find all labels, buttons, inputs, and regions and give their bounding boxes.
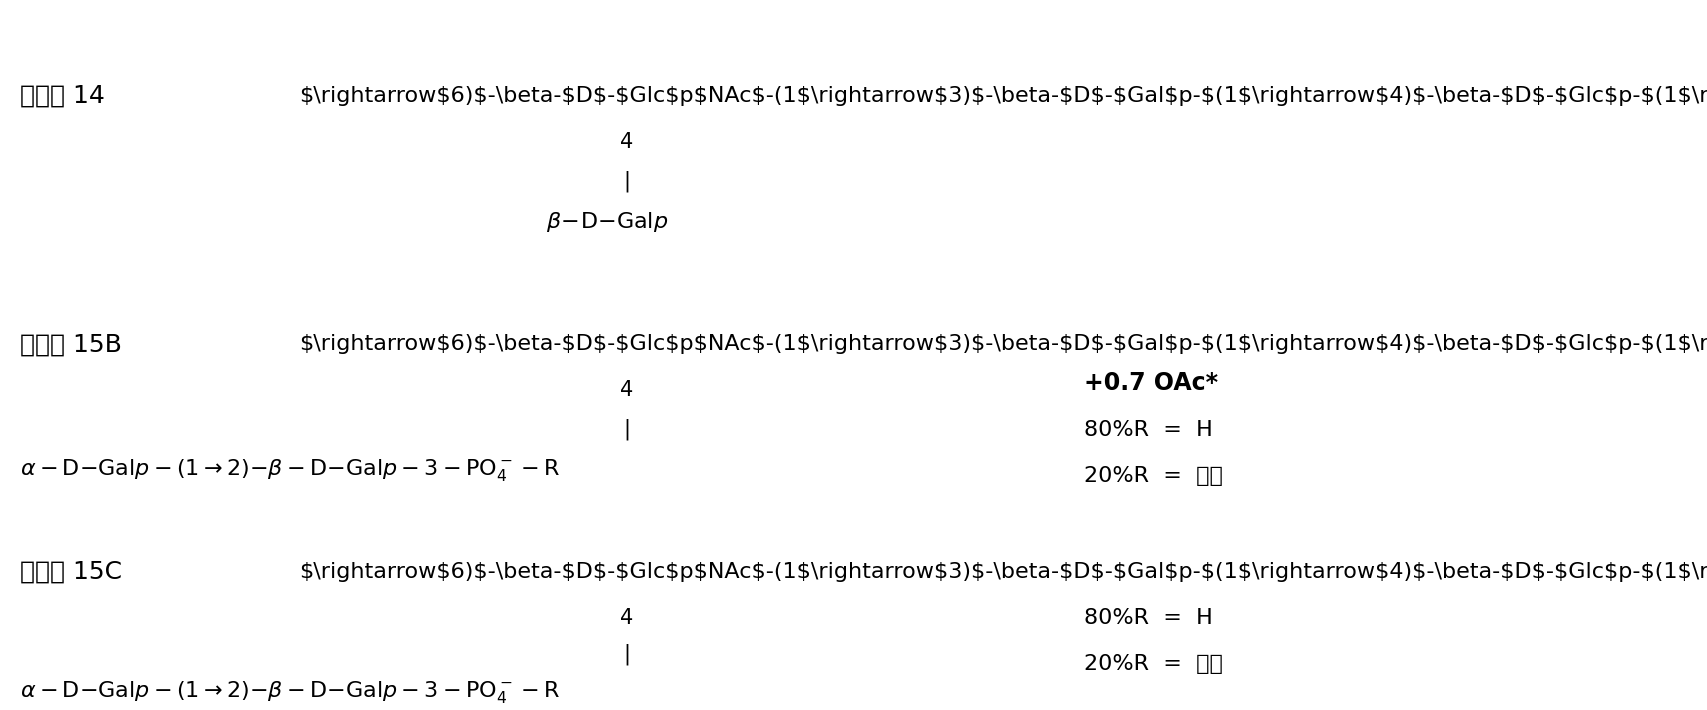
Text: |: | [623, 644, 630, 665]
Text: +0.7 OAc*: +0.7 OAc* [1084, 371, 1219, 395]
Text: |: | [623, 170, 630, 192]
Text: $\alpha-$D$-$Gal$p-$(1$\rightarrow$2)$-\beta-$D$-$Gal$p-3-$PO$_4^- -$R: $\alpha-$D$-$Gal$p-$(1$\rightarrow$2)$-\… [20, 679, 560, 705]
Text: 4: 4 [620, 608, 633, 628]
Text: 血清型 15C: 血清型 15C [20, 559, 123, 584]
Text: 80%R  =  H: 80%R = H [1084, 608, 1212, 628]
Text: $\beta\!-\!$D$-$Gal$p$: $\beta\!-\!$D$-$Gal$p$ [546, 209, 669, 234]
Text: |: | [623, 419, 630, 440]
Text: 80%R  =  H: 80%R = H [1084, 420, 1212, 439]
Text: $\rightarrow$6)$-\beta-$D$-$Glc$p$NAc$-(1$\rightarrow$3)$-\beta-$D$-$Gal$p-$(1$\: $\rightarrow$6)$-\beta-$D$-$Glc$p$NAc$-(… [299, 86, 1707, 106]
Text: $\alpha-$D$-$Gal$p-$(1$\rightarrow$2)$-\beta-$D$-$Gal$p-3-$PO$_4^- -$R: $\alpha-$D$-$Gal$p-$(1$\rightarrow$2)$-\… [20, 457, 560, 483]
Text: $\rightarrow$6)$-\beta-$D$-$Glc$p$NAc$-(1$\rightarrow$3)$-\beta-$D$-$Gal$p-$(1$\: $\rightarrow$6)$-\beta-$D$-$Glc$p$NAc$-(… [299, 562, 1707, 581]
Text: 血清型 14: 血清型 14 [20, 84, 106, 108]
Text: $\rightarrow$6)$-\beta-$D$-$Glc$p$NAc$-(1$\rightarrow$3)$-\beta-$D$-$Gal$p-$(1$\: $\rightarrow$6)$-\beta-$D$-$Glc$p$NAc$-(… [299, 334, 1707, 354]
Text: 20%R  =  胆碱: 20%R = 胆碱 [1084, 654, 1222, 674]
Text: 血清型 15B: 血清型 15B [20, 332, 123, 356]
Text: 4: 4 [620, 132, 633, 152]
Text: 20%R  =  胆碱: 20%R = 胆碱 [1084, 466, 1222, 486]
Text: 4: 4 [620, 381, 633, 400]
